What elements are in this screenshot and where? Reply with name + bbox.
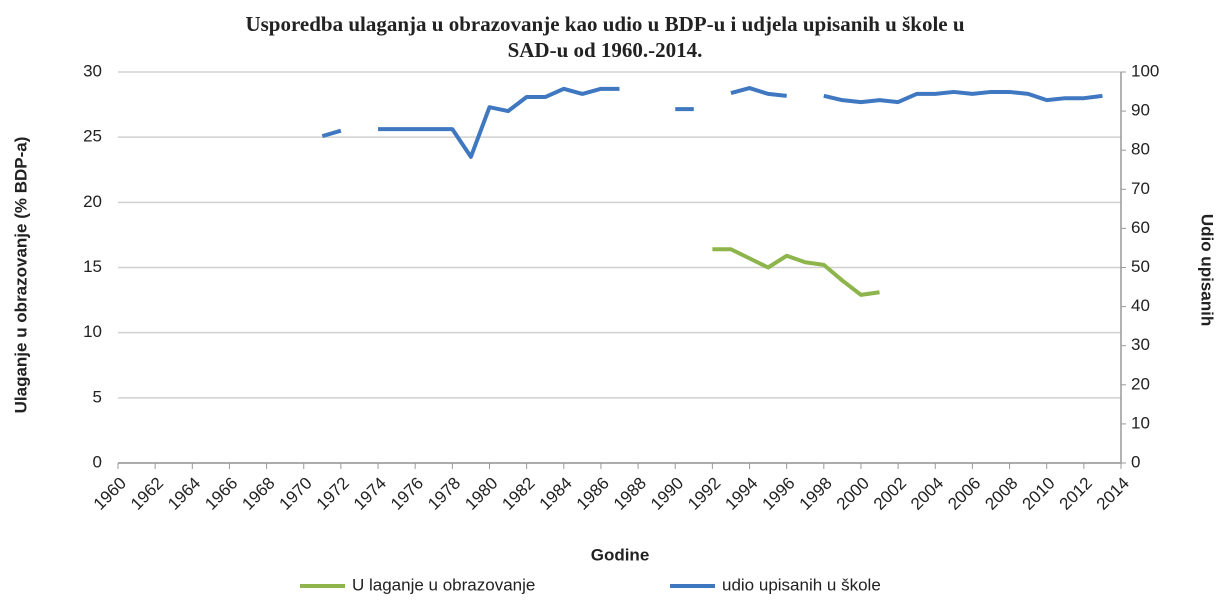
- x-tick-label: 2008: [981, 474, 1021, 514]
- x-tick-label: 1964: [164, 474, 204, 514]
- y-tick-label: 10: [83, 322, 102, 341]
- y2-tick-label: 10: [1131, 413, 1150, 432]
- x-tick-label: 1974: [350, 474, 390, 514]
- x-tick-label: 1996: [758, 474, 798, 514]
- y-axis-label: Ulaganje u obrazovanje (% BDP-a): [11, 137, 30, 414]
- x-tick-label: 1992: [684, 474, 724, 514]
- series-line: [321, 86, 1103, 159]
- y2-tick-label: 70: [1131, 179, 1150, 198]
- x-tick-label: 1990: [647, 474, 687, 514]
- y-tick-label: 30: [83, 61, 102, 80]
- legend-label: udio upisanih u škole: [722, 575, 881, 594]
- x-tick-label: 1998: [796, 474, 836, 514]
- legend-label: U laganje u obrazovanje: [352, 575, 535, 594]
- x-tick-label: 1978: [424, 474, 464, 514]
- y2-tick-label: 40: [1131, 296, 1150, 315]
- x-tick-label: 1972: [313, 474, 353, 514]
- y2-tick-label: 30: [1131, 335, 1150, 354]
- x-tick-label: 1962: [127, 474, 167, 514]
- y2-tick-label: 0: [1131, 452, 1140, 471]
- x-tick-label: 2002: [870, 474, 910, 514]
- y2-tick-label: 50: [1131, 257, 1150, 276]
- x-tick-label: 1984: [536, 474, 576, 514]
- x-tick-label: 1988: [610, 474, 650, 514]
- chart-title: Usporedba ulaganja u obrazovanje kao udi…: [245, 12, 964, 36]
- chart-title: SAD-u od 1960.-2014.: [508, 38, 703, 62]
- x-tick-label: 1976: [387, 474, 427, 514]
- y2-tick-label: 90: [1131, 101, 1150, 120]
- x-tick-label: 2006: [944, 474, 984, 514]
- x-tick-label: 2010: [1019, 474, 1059, 514]
- x-tick-label: 1994: [721, 474, 761, 514]
- x-tick-label: 1968: [238, 474, 278, 514]
- y-tick-label: 5: [93, 387, 102, 406]
- y2-tick-label: 80: [1131, 140, 1150, 159]
- y2-tick-label: 20: [1131, 374, 1150, 393]
- y-tick-label: 20: [83, 192, 102, 211]
- x-axis-label: Godine: [591, 545, 650, 564]
- x-tick-label: 2012: [1056, 474, 1096, 514]
- x-tick-label: 1980: [461, 474, 501, 514]
- y2-tick-label: 100: [1131, 61, 1159, 80]
- x-tick-label: 1982: [498, 474, 538, 514]
- x-tick-label: 2014: [1093, 474, 1133, 514]
- y-tick-label: 25: [83, 127, 102, 146]
- y2-tick-label: 60: [1131, 218, 1150, 237]
- x-tick-label: 1970: [276, 474, 316, 514]
- y-tick-label: 0: [93, 452, 102, 471]
- x-tick-label: 1966: [201, 474, 241, 514]
- y-tick-label: 15: [83, 257, 102, 276]
- x-tick-label: 1986: [573, 474, 613, 514]
- x-tick-label: 1960: [90, 474, 130, 514]
- x-tick-label: 2000: [833, 474, 873, 514]
- series-line: [712, 247, 880, 297]
- x-tick-label: 2004: [907, 474, 947, 514]
- y2-axis-label: Udio upisanih: [1198, 214, 1216, 326]
